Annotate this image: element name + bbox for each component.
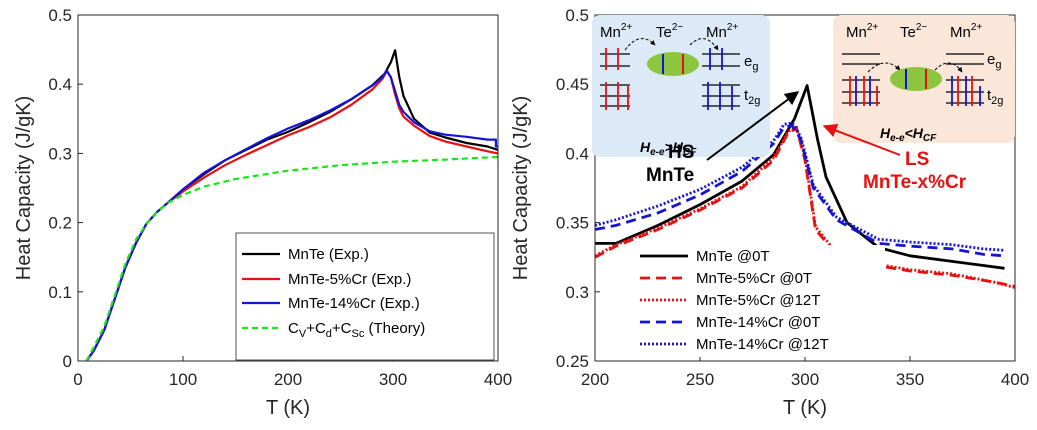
left-ylabel: Heat Capacity (J/gK) [13, 96, 35, 281]
right-legend: MnTe @0T MnTe-5%Cr @0T MnTe-5%Cr @12T Mn… [633, 245, 885, 357]
hs-relation: He-e>HCF [640, 139, 697, 158]
left-panel: 0 100 200 300 400 0 0.1 0.2 0.3 0.4 0.5 T (K) Heat… [13, 6, 512, 419]
ls-left-levels [842, 53, 880, 104]
ls-right-spins [951, 76, 981, 106]
ls-ion1: Mn2+ [846, 22, 878, 41]
annotation-mnte: MnTe [646, 165, 694, 186]
ls-orbital [890, 67, 942, 91]
right-ytick-label: 0.45 [556, 75, 589, 94]
hs-ion3: Mn2+ [706, 22, 738, 41]
right-series-group [594, 84, 1016, 289]
ls-inset: Mn2+ Te2− Mn2+ [833, 15, 1015, 144]
legend-label-mnte-14cr: MnTe-14%Cr (Exp.) [288, 295, 420, 312]
right-series-line-2 [594, 127, 1016, 288]
left-xtick-label: 200 [274, 370, 302, 389]
hs-ion2: Te2− [656, 22, 683, 41]
hs-left-levels [600, 53, 630, 107]
right-xtick-label: 250 [686, 370, 714, 389]
legend-label-mnte-14cr-12t: MnTe-14%Cr @12T [696, 336, 829, 353]
hs-inset-box [592, 15, 770, 157]
hs-eg-label: eg [744, 53, 758, 73]
hs-hop-arrow-left [624, 38, 656, 51]
ls-hop-arrow-right [934, 62, 963, 73]
left-series-line-3 [85, 69, 498, 362]
hs-inset: Mn2+ Te2− Mn2+ eg [592, 15, 770, 158]
right-xtick-label: 300 [791, 370, 819, 389]
legend-label-mnte: MnTe (Exp.) [288, 246, 369, 263]
left-xtick-label: 400 [484, 370, 512, 389]
ls-relation: He-e<HCF [880, 125, 937, 144]
right-ytick-label: 0.25 [556, 352, 589, 371]
right-panel: 200 250 300 350 400 0.25 0.3 0.35 0.4 0.45 0.5 T (… [510, 6, 1029, 419]
annotation-ls: LS [905, 149, 929, 170]
left-ticks-group: 0 100 200 300 400 0 0.1 0.2 0.3 0.4 0.5 [48, 6, 512, 389]
hs-ion1: Mn2+ [600, 22, 632, 41]
left-ytick-label: 0.5 [48, 6, 72, 25]
left-series-line-4 [85, 155, 499, 362]
left-series-group [85, 49, 499, 362]
right-ytick-label: 0.35 [556, 214, 589, 233]
right-ylabel: Heat Capacity (J/gK) [510, 96, 532, 281]
right-ytick-label: 0.4 [565, 144, 589, 163]
legend-label-mnte-0t: MnTe @0T [696, 248, 770, 265]
left-xtick-label: 300 [379, 370, 407, 389]
legend-label-theory: CV+Cd+CSc (Theory) [288, 320, 425, 340]
left-ytick-label: 0.4 [48, 75, 72, 94]
annotation-arrow-hs [706, 91, 800, 161]
annotation-arrow-ls [822, 123, 901, 156]
right-ytick-label: 0.3 [565, 283, 589, 302]
left-xtick-label: 100 [169, 370, 197, 389]
left-ytick-label: 0 [63, 352, 72, 371]
right-xtick-label: 400 [1001, 370, 1029, 389]
right-series-line-4 [594, 124, 1005, 258]
left-ytick-label: 0.3 [48, 144, 72, 163]
hs-right-spins [707, 48, 733, 110]
annotation-mnte-cr: MnTe-x%Cr [863, 172, 967, 193]
annotation-hs: HS [668, 142, 694, 163]
ls-left-spins [849, 76, 878, 106]
right-ytick-label: 0.5 [565, 6, 589, 25]
legend-label-mnte-5cr-0t: MnTe-5%Cr @0T [696, 270, 812, 287]
right-xlabel: T (K) [783, 397, 827, 419]
right-xtick-label: 350 [896, 370, 924, 389]
legend-label-mnte-14cr-0t: MnTe-14%Cr @0T [696, 314, 820, 331]
left-ytick-label: 0.2 [48, 214, 72, 233]
ls-ion2: Te2− [900, 22, 927, 41]
right-legend-box [633, 245, 885, 357]
left-xlabel: T (K) [266, 397, 310, 419]
left-ytick-label: 0.1 [48, 283, 72, 302]
hs-hop-arrow-right [689, 38, 719, 51]
legend-label-mnte-5cr-12t: MnTe-5%Cr @12T [696, 292, 820, 309]
right-series-line-1 [595, 84, 1005, 270]
right-ticks-group: 200 250 300 350 400 0.25 0.3 0.35 0.4 0.45 0.5 [556, 6, 1029, 389]
right-series-line-5 [594, 121, 1005, 252]
ls-ion3: Mn2+ [950, 22, 982, 41]
legend-label-mnte-5cr: MnTe-5%Cr (Exp.) [288, 271, 411, 288]
hs-orbital [647, 52, 699, 76]
ls-eg-label: eg [987, 51, 1001, 71]
left-xtick-label: 0 [73, 370, 82, 389]
ls-t2g-label: t2g [987, 87, 1003, 107]
left-legend: MnTe (Exp.) MnTe-5%Cr (Exp.) MnTe-14%Cr … [235, 232, 495, 361]
right-xtick-label: 200 [581, 370, 609, 389]
hs-left-spins [605, 48, 629, 110]
hs-t2g-label: t2g [744, 87, 760, 107]
